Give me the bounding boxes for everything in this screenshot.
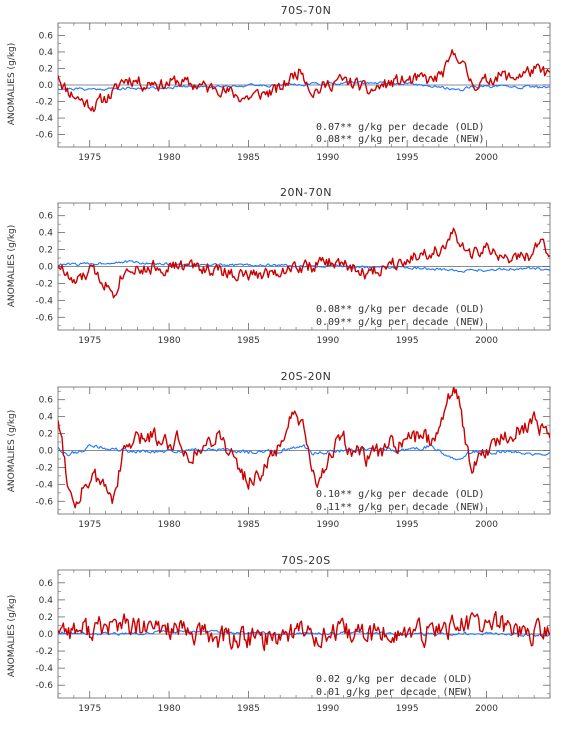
y-tick-label: -0.6 [35, 681, 53, 691]
x-tick-label: 1980 [158, 153, 181, 163]
y-axis-label: ANOMALIES (g/kg) [7, 595, 17, 678]
trend-annotation-new: 0.01 g/kg per decade (NEW) [316, 687, 473, 698]
y-tick-label: 0.6 [39, 31, 54, 41]
x-tick-label: 1985 [237, 520, 260, 530]
y-tick-label: -0.6 [35, 497, 53, 507]
y-tick-label: 0.4 [39, 596, 54, 606]
series-line-blue [58, 629, 550, 637]
y-tick-label: 0.0 [39, 447, 54, 457]
plot-area: 0.6 0.4 0.2 0.0 -0.2 -0.4 -0.6 1975 1980 1985 1990… [35, 569, 551, 714]
y-axis-label: ANOMALIES (g/kg) [7, 410, 17, 493]
plot-area: 0.6 0.4 0.2 0.0 -0.2 -0.4 -0.6 1975 1980 1985 1990… [35, 386, 551, 530]
panel-title: 20N-70N [280, 186, 332, 199]
trend-annotation-new: 0.08** g/kg per decade (NEW) [316, 134, 485, 145]
y-tick-label: 0.2 [39, 430, 53, 440]
x-tick-label: 1995 [396, 336, 419, 346]
x-tick-label: 1975 [78, 336, 101, 346]
y-axis-label: ANOMALIES (g/kg) [7, 225, 17, 308]
y-tick-label: -0.4 [35, 114, 53, 124]
x-tick-label: 1985 [237, 153, 260, 163]
series-line-red [58, 49, 550, 113]
x-tick-label: 1975 [78, 153, 101, 163]
x-tick-label: 1990 [316, 704, 339, 714]
x-tick-label: 2000 [475, 520, 498, 530]
y-tick-label: 0.4 [39, 229, 54, 239]
plot-area: 0.6 0.4 0.2 0.0 -0.2 -0.4 -0.6 1975 1980 1985 1990… [35, 202, 551, 346]
x-tick-label: 1985 [237, 704, 260, 714]
y-tick-label: 0.6 [39, 396, 54, 406]
y-tick-label: -0.4 [35, 296, 53, 306]
x-tick-label: 1990 [316, 153, 339, 163]
x-tick-label: 1995 [396, 153, 419, 163]
y-tick-label: -0.4 [35, 664, 53, 674]
y-tick-label: 0.6 [39, 579, 54, 589]
trend-annotation-old: 0.10** g/kg per decade (OLD) [316, 489, 485, 500]
trend-annotation-new: 0.11** g/kg per decade (NEW) [316, 502, 485, 513]
x-tick-label: 1975 [78, 520, 101, 530]
y-tick-label: -0.6 [35, 131, 53, 141]
x-tick-label: 1980 [158, 704, 181, 714]
x-tick-label: 1975 [78, 704, 101, 714]
y-tick-label: 0.0 [39, 81, 54, 91]
series-line-red [58, 387, 550, 509]
chart-panel-70s-70n: 70S-70N ANOMALIES (g/kg) 0.6 0.4 0.2 0.0 -0.… [7, 4, 551, 163]
y-tick-label: -0.2 [35, 463, 53, 473]
trend-annotation-old: 0.08** g/kg per decade (OLD) [316, 304, 485, 315]
y-tick-label: 0.0 [39, 630, 54, 640]
x-tick-label: 1995 [396, 704, 419, 714]
y-tick-label: 0.0 [39, 263, 54, 273]
x-tick-label: 2000 [475, 704, 498, 714]
x-tick-label: 1990 [316, 336, 339, 346]
y-tick-label: 0.2 [39, 613, 53, 623]
y-tick-label: 0.2 [39, 246, 53, 256]
y-tick-label: -0.4 [35, 480, 53, 490]
series-line-red [58, 227, 550, 299]
trend-annotation-old: 0.02 g/kg per decade (OLD) [316, 674, 473, 685]
x-tick-label: 2000 [475, 153, 498, 163]
plot-area: 0.6 0.4 0.2 0.0 -0.2 -0.4 -0.6 1975 1980 1985 1990… [35, 22, 551, 163]
x-tick-label: 2000 [475, 336, 498, 346]
x-tick-label: 1980 [158, 520, 181, 530]
chart-panel-70s-20s: 70S-20S ANOMALIES (g/kg) 0.6 0.4 0.2 0.0 -0.… [7, 554, 551, 714]
x-tick-label: 1980 [158, 336, 181, 346]
panel-title: 70S-70N [281, 4, 332, 17]
x-tick-label: 1985 [237, 336, 260, 346]
series-line-blue [58, 80, 550, 92]
y-tick-label: 0.4 [39, 413, 54, 423]
x-tick-label: 1995 [396, 520, 419, 530]
trend-annotation-new: 0.09** g/kg per decade (NEW) [316, 317, 485, 328]
y-tick-label: -0.2 [35, 279, 53, 289]
x-tick-label: 1990 [316, 520, 339, 530]
y-axis-label: ANOMALIES (g/kg) [7, 43, 17, 126]
series-line-blue [58, 260, 550, 273]
panel-title: 20S-20N [281, 370, 332, 383]
trend-annotation-old: 0.07** g/kg per decade (OLD) [316, 122, 485, 133]
y-tick-label: 0.4 [39, 48, 54, 58]
series-line-red [58, 610, 550, 652]
y-tick-label: 0.2 [39, 64, 53, 74]
y-tick-label: -0.2 [35, 647, 53, 657]
chart-panel-20s-20n: 20S-20N ANOMALIES (g/kg) 0.6 0.4 0.2 0.0 -0.… [7, 370, 551, 530]
y-tick-label: -0.2 [35, 98, 53, 108]
y-tick-label: -0.6 [35, 313, 53, 323]
y-tick-label: 0.6 [39, 212, 54, 222]
panel-title: 70S-20S [281, 554, 330, 567]
chart-panel-20n-70n: 20N-70N ANOMALIES (g/kg) 0.6 0.4 0.2 0.0 -0.… [7, 186, 551, 346]
